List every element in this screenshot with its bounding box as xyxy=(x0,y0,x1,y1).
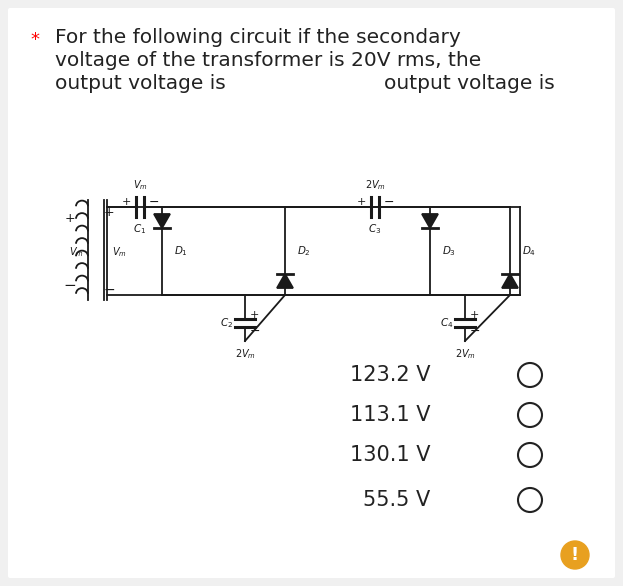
Text: −: − xyxy=(384,196,394,209)
Text: $V_m$: $V_m$ xyxy=(133,178,148,192)
Circle shape xyxy=(561,541,589,569)
Text: −: − xyxy=(250,325,260,338)
Text: 130.1 V: 130.1 V xyxy=(350,445,430,465)
Polygon shape xyxy=(154,214,170,228)
Text: $V_m$: $V_m$ xyxy=(69,245,83,259)
Text: $D_4$: $D_4$ xyxy=(522,244,536,258)
Text: *: * xyxy=(30,31,39,49)
FancyBboxPatch shape xyxy=(8,8,615,578)
Text: +: + xyxy=(103,206,114,219)
Text: −: − xyxy=(103,283,115,297)
Text: $C_4$: $C_4$ xyxy=(440,316,454,330)
Text: +: + xyxy=(470,310,479,320)
Text: $C_1$: $C_1$ xyxy=(133,222,146,236)
Text: +: + xyxy=(121,197,131,207)
Text: 123.2 V: 123.2 V xyxy=(350,365,430,385)
Polygon shape xyxy=(422,214,438,228)
Text: −: − xyxy=(470,325,480,338)
Text: $2V_m$: $2V_m$ xyxy=(364,178,386,192)
Text: 55.5 V: 55.5 V xyxy=(363,490,430,510)
Text: +: + xyxy=(65,212,75,224)
Polygon shape xyxy=(277,274,293,288)
Text: $D_1$: $D_1$ xyxy=(174,244,188,258)
Text: +: + xyxy=(356,197,366,207)
Text: $2V_m$: $2V_m$ xyxy=(455,347,475,361)
Text: output voltage is: output voltage is xyxy=(384,74,555,93)
Text: −: − xyxy=(64,278,77,292)
Text: For the following circuit if the secondary: For the following circuit if the seconda… xyxy=(55,28,461,47)
Text: −: − xyxy=(149,196,159,209)
Text: $C_3$: $C_3$ xyxy=(368,222,382,236)
Text: $D_2$: $D_2$ xyxy=(297,244,311,258)
Text: $V_m$: $V_m$ xyxy=(112,245,126,259)
Text: voltage of the transformer is 20V rms, the: voltage of the transformer is 20V rms, t… xyxy=(55,51,481,70)
Text: +: + xyxy=(250,310,259,320)
Polygon shape xyxy=(502,274,518,288)
Text: $D_3$: $D_3$ xyxy=(442,244,456,258)
Text: 113.1 V: 113.1 V xyxy=(350,405,430,425)
Text: !: ! xyxy=(571,546,579,564)
Text: output voltage is: output voltage is xyxy=(55,74,226,93)
Text: $2V_m$: $2V_m$ xyxy=(234,347,255,361)
Text: $C_2$: $C_2$ xyxy=(221,316,234,330)
